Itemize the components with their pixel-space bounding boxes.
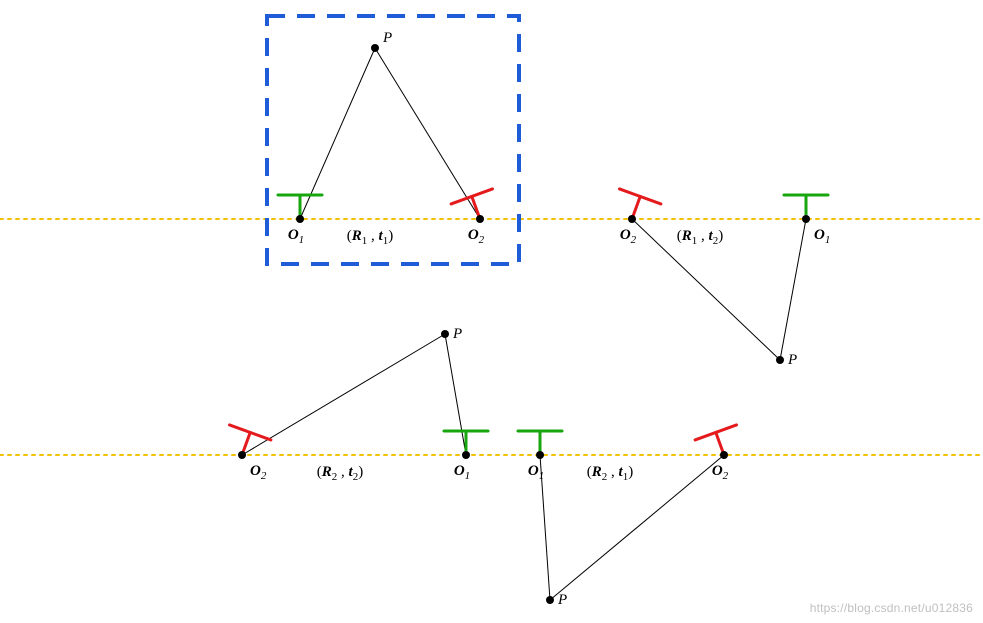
ray-p-o2 bbox=[242, 334, 445, 455]
ray-p-o2 bbox=[375, 48, 480, 219]
ray-p-o1 bbox=[780, 219, 806, 360]
label-rt: (R1 , t1) bbox=[347, 228, 393, 247]
label-o1: O1 bbox=[528, 463, 544, 482]
ray-p-o1 bbox=[445, 334, 466, 455]
label-p: P bbox=[557, 592, 567, 608]
label-o2: O2 bbox=[468, 227, 485, 246]
label-p: P bbox=[452, 326, 462, 342]
selection-box bbox=[267, 16, 519, 264]
camera-o2-icon bbox=[611, 189, 661, 227]
point-p bbox=[441, 330, 449, 338]
point-o2 bbox=[476, 215, 484, 223]
camera-o2-icon bbox=[451, 189, 501, 227]
ray-p-o2 bbox=[550, 455, 724, 600]
point-p bbox=[371, 44, 379, 52]
label-o1: O1 bbox=[814, 227, 830, 246]
point-p bbox=[546, 596, 554, 604]
config-cfg1 bbox=[300, 48, 480, 219]
watermark-text: https://blog.csdn.net/u012836 bbox=[810, 601, 973, 615]
ray-p-o1 bbox=[300, 48, 375, 219]
label-rt: (R1 , t2) bbox=[677, 228, 723, 247]
label-o1: O1 bbox=[288, 227, 304, 246]
camera-o2-icon bbox=[695, 425, 745, 463]
diagram-canvas: O1 O2 P (R1 , t1) O1 O2 P (R1 , t2) O1 O2 P (R2 , t… bbox=[0, 0, 983, 623]
point-o1 bbox=[802, 215, 810, 223]
point-o2 bbox=[238, 451, 246, 459]
label-p: P bbox=[787, 352, 797, 368]
label-rt: (R2 , t1) bbox=[587, 464, 633, 483]
point-o1 bbox=[296, 215, 304, 223]
label-o2: O2 bbox=[620, 227, 637, 246]
point-o1 bbox=[462, 451, 470, 459]
label-o1: O1 bbox=[454, 463, 470, 482]
point-p bbox=[776, 356, 784, 364]
label-o2: O2 bbox=[250, 463, 267, 482]
label-p: P bbox=[382, 30, 392, 46]
config-cfg3 bbox=[242, 334, 466, 455]
label-o2: O2 bbox=[712, 463, 729, 482]
point-o2 bbox=[628, 215, 636, 223]
camera-o2-icon bbox=[221, 425, 271, 463]
point-o2 bbox=[720, 451, 728, 459]
point-o1 bbox=[536, 451, 544, 459]
label-rt: (R2 , t2) bbox=[317, 464, 363, 483]
